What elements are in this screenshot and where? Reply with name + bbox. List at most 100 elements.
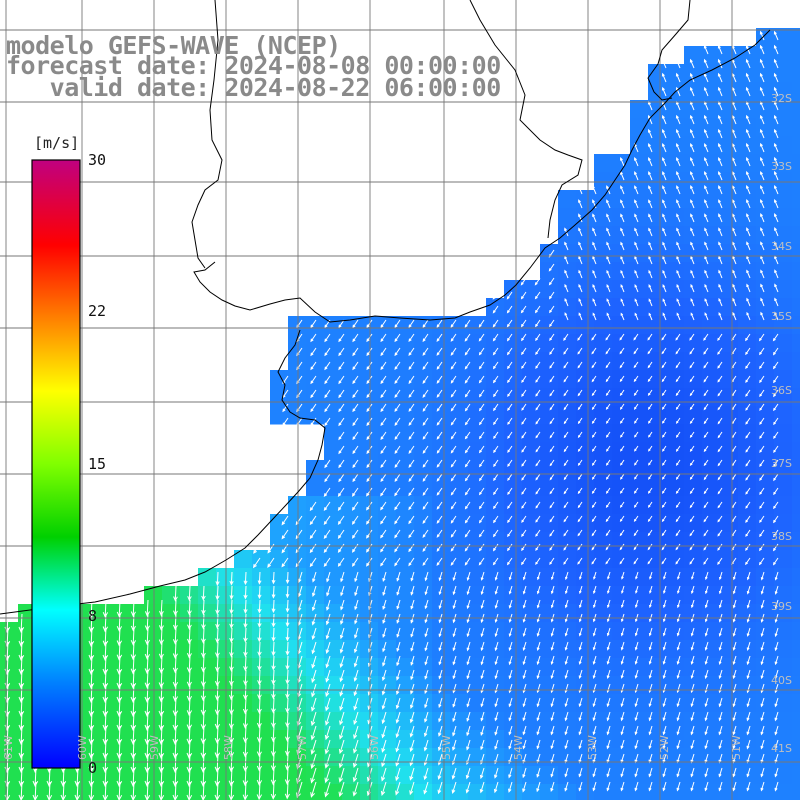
wind-arrow	[563, 431, 569, 439]
wind-cell	[666, 604, 685, 623]
wind-arrow	[422, 347, 429, 356]
wind-arrow	[451, 767, 457, 780]
wind-arrow	[338, 333, 345, 343]
wind-arrow	[18, 711, 25, 732]
wind-arrow	[172, 655, 178, 674]
wind-arrow	[760, 297, 765, 307]
wind-cell	[432, 784, 451, 803]
wind-cell	[234, 604, 253, 623]
wind-arrow	[606, 627, 611, 637]
wind-cell	[270, 766, 289, 785]
wind-cell	[738, 334, 757, 353]
wind-arrow	[324, 361, 331, 371]
wind-cell	[396, 388, 415, 407]
wind-cell	[342, 442, 361, 461]
wind-arrow	[577, 459, 583, 467]
wind-arrow	[478, 431, 485, 440]
wind-arrow	[620, 241, 625, 251]
wind-arrow	[703, 361, 709, 369]
wind-arrow	[704, 655, 709, 665]
wind-arrow	[130, 599, 136, 618]
wind-arrow	[424, 571, 429, 582]
lat-label: 40S	[771, 674, 792, 687]
wind-arrow	[689, 473, 695, 481]
wind-cell	[594, 262, 613, 281]
wind-arrow	[648, 171, 653, 181]
wind-arrow	[394, 557, 401, 567]
wind-cell	[540, 694, 559, 713]
wind-arrow	[464, 543, 471, 552]
wind-arrow	[676, 669, 681, 680]
wind-cell	[702, 352, 721, 371]
wind-arrow	[395, 781, 401, 796]
wind-arrow	[522, 683, 527, 694]
wind-arrow	[408, 361, 415, 371]
wind-arrow	[732, 767, 737, 778]
wind-cell	[774, 172, 793, 191]
wind-arrow	[549, 431, 555, 439]
valid-date: valid date: 2024-08-22 06:00:00	[6, 73, 502, 102]
wind-cell	[612, 622, 631, 641]
lon-label: 58W	[222, 735, 235, 760]
wind-arrow	[285, 739, 290, 757]
wind-arrow	[18, 669, 25, 690]
wind-arrow	[408, 403, 415, 412]
wind-cell	[504, 766, 523, 785]
wind-arrow	[675, 515, 681, 523]
wind-cell	[288, 586, 307, 605]
wind-cell	[612, 298, 631, 317]
wind-arrow	[494, 641, 499, 652]
wind-cell	[432, 766, 451, 785]
wind-cell	[594, 568, 613, 587]
wind-cell	[468, 712, 487, 731]
wind-arrow	[593, 571, 597, 580]
wind-arrow	[704, 298, 709, 307]
wind-arrow	[494, 725, 499, 736]
wind-arrow	[214, 683, 220, 701]
wind-arrow	[718, 585, 723, 595]
wind-arrow	[325, 711, 331, 726]
wind-arrow	[536, 725, 541, 736]
wind-cell	[702, 478, 721, 497]
wind-arrow	[704, 241, 709, 251]
wind-arrow	[187, 627, 192, 645]
wind-arrow	[478, 501, 485, 510]
wind-arrow	[380, 389, 387, 399]
wind-arrow	[591, 529, 597, 537]
wind-arrow	[746, 781, 751, 792]
wind-arrow	[464, 375, 471, 384]
wind-arrow	[563, 543, 569, 551]
wind-cell	[666, 388, 685, 407]
wind-cell	[612, 748, 631, 767]
lat-label: 36S	[771, 384, 792, 397]
wind-arrow	[578, 627, 583, 637]
wind-arrow	[324, 389, 331, 399]
wind-cell	[342, 550, 361, 569]
wind-arrow	[550, 627, 555, 637]
wind-cell	[288, 622, 307, 641]
wind-arrow	[564, 669, 569, 680]
wind-arrow	[607, 571, 611, 580]
wind-arrow	[577, 375, 583, 383]
wind-cell	[720, 694, 739, 713]
wind-cell	[666, 640, 685, 659]
wind-arrow	[549, 557, 555, 565]
wind-arrow	[492, 305, 499, 314]
wind-arrow	[718, 241, 723, 251]
wind-cell	[756, 712, 775, 731]
wind-arrow	[648, 156, 653, 167]
wind-cell	[522, 352, 541, 371]
wind-cell	[234, 622, 253, 641]
wind-arrow	[676, 171, 681, 181]
wind-arrow	[718, 213, 723, 223]
wind-cell	[504, 532, 523, 551]
wind-arrow	[606, 711, 611, 722]
wind-cell	[774, 28, 793, 47]
wind-cell	[774, 226, 793, 245]
wind-cell	[630, 514, 649, 533]
wind-arrow	[130, 613, 136, 632]
wind-arrow	[410, 697, 415, 710]
wind-cell	[540, 658, 559, 677]
wind-cell	[756, 766, 775, 785]
wind-arrow	[717, 487, 723, 495]
